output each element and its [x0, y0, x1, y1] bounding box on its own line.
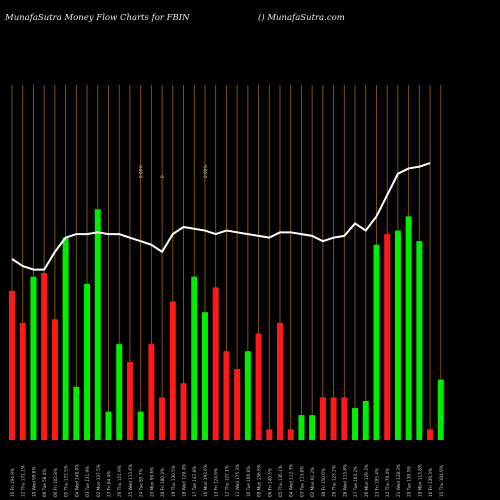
- x-tick-label: 02 Mon 91.2%: [310, 467, 315, 497]
- x-tick-label: 24 Tue 85.7%: [139, 469, 144, 497]
- bar-down: [319, 397, 326, 440]
- bar-up: [298, 415, 305, 440]
- x-tick-label: 16 Mon 193.6%: [203, 464, 208, 497]
- bar-up: [73, 386, 80, 440]
- bar-down: [287, 429, 294, 440]
- x-tick-label: 13 Fri 124.6%: [214, 468, 219, 497]
- bar-down: [19, 322, 26, 440]
- chart-title: MunafaSutra Money Flow Charts for FBIN: [5, 13, 190, 23]
- x-tick-label: 27 Fri 84.4%: [106, 471, 111, 497]
- bar-down: [277, 322, 283, 440]
- x-tick-label: 06 Fri 140.5%: [267, 468, 272, 497]
- mid-label: 0.00%: [203, 165, 208, 178]
- flow-line-series: [11, 162, 431, 271]
- bar-up: [84, 283, 91, 440]
- x-tick-label: 22 Thu 79.4%: [385, 468, 390, 497]
- x-tick-label: 27 Tue 103.2%: [353, 466, 358, 497]
- site-credit: () MunafaSutra.com: [258, 13, 345, 23]
- x-tick-label: 26 Thu 151.9%: [117, 465, 122, 497]
- bar-up: [437, 379, 444, 440]
- x-tick-label: 19 Mon 113.8%: [417, 464, 422, 497]
- x-tick-label: 16 Fri 139.3%: [428, 468, 433, 497]
- x-tick-label: 23 Mon 99.6%: [149, 467, 154, 497]
- bar-down: [266, 429, 273, 440]
- bar-down: [148, 344, 155, 440]
- x-tick-label: 04 Wed 112.3%: [289, 464, 294, 497]
- bar-down: [234, 369, 241, 440]
- bar-down: [427, 429, 434, 440]
- x-tick-label: 20 Tue 130.5%: [407, 466, 412, 497]
- bar-down: [126, 361, 133, 440]
- x-tick-label: 20 Fri 180.3%: [160, 468, 165, 497]
- bar-up: [309, 415, 316, 440]
- bar-up: [137, 411, 144, 440]
- x-tick-label: 18 Wed 129.4%: [182, 464, 187, 497]
- bar-down: [212, 287, 219, 440]
- bar-up: [62, 237, 69, 440]
- bar-up: [94, 209, 101, 440]
- x-tick-label: 15 Thu 104.9%: [439, 465, 444, 497]
- bar-down: [341, 397, 348, 440]
- x-tick-label: 21 Wed 128.3%: [396, 464, 401, 497]
- x-tick-label: 03 Tue 113.8%: [299, 466, 304, 497]
- bar-down: [41, 273, 48, 440]
- bar-down: [180, 383, 187, 440]
- x-tick-label: 10 Tue 166.8%: [246, 466, 251, 497]
- bar-up: [201, 312, 208, 440]
- x-tick-label: 04 Wed 148.9%: [74, 464, 79, 497]
- bar-down: [384, 234, 391, 440]
- x-tick-label: 19 Thu 130.5%: [171, 465, 176, 497]
- bar-up: [394, 230, 401, 440]
- x-tick-labels: 15 Fri 194.9% 12 Thu 171.1% 10 Wed 99.6% 09…: [10, 464, 444, 497]
- x-tick-label: 02 Mon 137.5%: [96, 464, 101, 497]
- bar-series: [9, 209, 444, 440]
- x-tick-label: 12 Thu 171.1%: [21, 465, 26, 497]
- x-tick-label: 26 Mon 129.3%: [364, 464, 369, 497]
- bar-up: [116, 344, 123, 440]
- x-tick-label: 06 Fri 102.8%: [53, 468, 58, 497]
- bar-down: [330, 397, 337, 440]
- x-tick-label: 09 Mon 156.6%: [257, 464, 262, 497]
- bar-up: [362, 400, 369, 440]
- x-tick-label: 28 Wed 115.8%: [342, 464, 347, 497]
- mid-label: 0.00%: [139, 165, 144, 178]
- bar-up: [373, 244, 380, 440]
- bar-down: [255, 333, 262, 440]
- flow-line: [11, 162, 431, 271]
- bar-down: [159, 397, 166, 440]
- x-tick-label: 11 Wed 175.3%: [235, 464, 240, 497]
- x-tick-label: 05 Thu 136.1%: [278, 465, 283, 497]
- bar-up: [352, 408, 359, 440]
- bar-down: [51, 319, 58, 440]
- x-tick-label: 30 Fri 150.6%: [321, 468, 326, 497]
- bar-down: [9, 290, 15, 440]
- x-tick-label: 03 Tue 131.9%: [85, 466, 90, 497]
- x-tick-label: 23 Fri 195.4%: [374, 468, 379, 497]
- mid-label: 0: [160, 175, 165, 178]
- x-tick-label: 09 Tue 58.4%: [42, 469, 47, 497]
- bar-up: [105, 411, 112, 440]
- bar-up: [405, 216, 412, 440]
- bar-up: [416, 241, 423, 440]
- x-tick-label: 15 Fri 194.9%: [10, 468, 15, 497]
- x-tick-label: 12 Thu 127.1%: [224, 465, 229, 497]
- x-tick-label: 05 Thu 172.5%: [64, 465, 69, 497]
- bar-down: [169, 301, 176, 440]
- x-tick-label: 10 Wed 99.6%: [31, 467, 36, 497]
- x-tick-label: 29 Thu 123.2%: [332, 465, 337, 497]
- bar-up: [30, 276, 37, 440]
- bar-down: [223, 351, 230, 440]
- mid-labels: 0.00% 0 0.00%: [139, 165, 208, 178]
- bar-up: [244, 351, 251, 440]
- x-tick-label: 25 Wed 113.6%: [128, 464, 133, 497]
- bar-up: [191, 276, 198, 440]
- x-tick-label: 17 Tue 147.8%: [192, 466, 197, 497]
